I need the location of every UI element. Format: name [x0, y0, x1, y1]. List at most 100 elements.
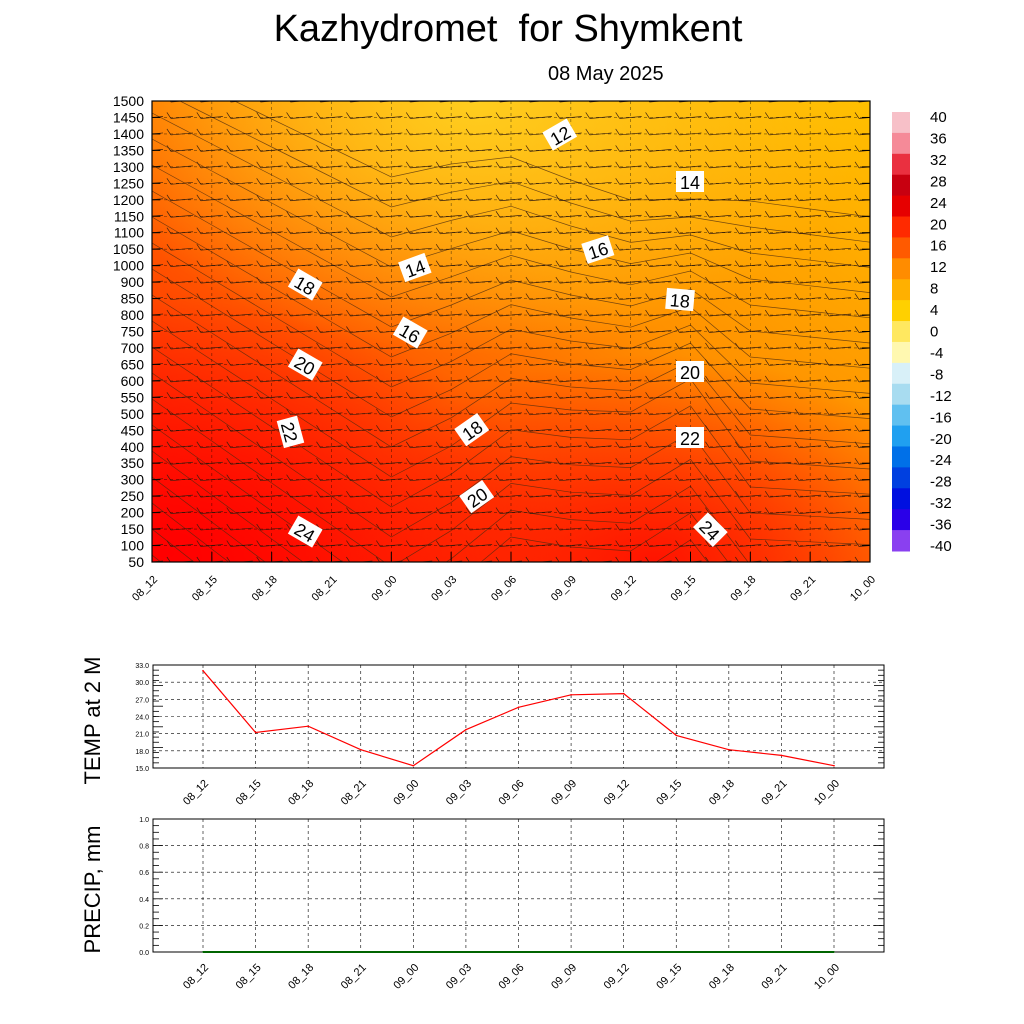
- wind-barb: [798, 101, 815, 103]
- x-tick-label: 09_18: [707, 778, 737, 808]
- wind-barb: [585, 342, 612, 350]
- wind-barb: [405, 227, 433, 235]
- y-tick-label: 1150: [114, 208, 144, 224]
- wind-barb: [645, 276, 672, 284]
- wind-barb: [525, 326, 552, 333]
- wind-barb: [645, 408, 672, 416]
- wind-barb: [764, 309, 792, 317]
- wind-barb: [764, 507, 792, 514]
- wind-barb: [435, 490, 463, 498]
- wind-barb: [465, 408, 493, 416]
- wind-barb: [824, 309, 852, 317]
- wind-barb: [705, 458, 732, 465]
- wind-barb: [316, 556, 343, 562]
- wind-barb: [346, 441, 373, 449]
- wind-barb: [525, 490, 552, 498]
- wind-barb: [468, 101, 485, 103]
- y-tick-label: 18.0: [135, 749, 149, 756]
- wind-barb: [152, 478, 164, 481]
- wind-barb: [525, 540, 552, 547]
- wind-barb: [525, 309, 552, 317]
- wind-barb: [405, 556, 433, 562]
- wind-barb: [376, 309, 403, 317]
- wind-barb: [405, 540, 433, 547]
- wind-barb: [645, 260, 672, 267]
- wind-barb: [645, 523, 672, 531]
- wind-barb: [854, 507, 870, 514]
- wind-barb: [525, 243, 552, 251]
- wind-barb: [824, 556, 852, 562]
- wind-barb: [824, 276, 852, 284]
- wind-barb: [256, 556, 283, 562]
- colorbar-label: 24: [930, 195, 947, 212]
- wind-barb: [465, 359, 493, 366]
- data-point: [675, 734, 678, 737]
- wind-barb: [152, 412, 164, 415]
- wind-barb: [827, 101, 844, 103]
- wind-barb: [152, 313, 164, 316]
- wind-barb: [346, 276, 373, 284]
- wind-barb: [152, 396, 164, 398]
- wind-barb: [286, 161, 313, 169]
- wind-barb: [525, 425, 552, 432]
- x-tick-label: 09_18: [728, 574, 758, 604]
- wind-barb: [405, 425, 433, 432]
- wind-barb: [705, 227, 732, 235]
- wind-barb: [555, 556, 582, 562]
- wind-barb: [857, 101, 870, 103]
- wind-barb: [376, 425, 403, 432]
- y-tick-label: 50: [128, 554, 144, 570]
- wind-barb: [435, 178, 463, 185]
- wind-barb: [738, 101, 755, 103]
- wind-barb: [316, 375, 343, 383]
- colorbar-label: 28: [930, 173, 947, 190]
- wind-barb: [794, 425, 822, 432]
- wind-barb: [376, 556, 403, 562]
- y-tick-label: 1000: [113, 258, 144, 274]
- y-tick-label: 1200: [113, 192, 144, 208]
- wind-barb: [346, 523, 373, 531]
- wind-barb: [525, 161, 552, 169]
- wind-barb: [435, 441, 463, 449]
- wind-barb: [675, 490, 702, 498]
- y-tick-label: 1450: [113, 109, 144, 125]
- wind-barb: [854, 556, 870, 562]
- wind-barb: [585, 359, 612, 366]
- x-tick-label: 09_12: [602, 778, 632, 808]
- wind-barb: [376, 161, 403, 169]
- wind-barb: [465, 474, 493, 482]
- wind-barb: [705, 359, 732, 366]
- wind-barb: [286, 326, 313, 333]
- contour-label: 20: [676, 361, 704, 383]
- wind-barb: [405, 178, 433, 185]
- wind-barb: [555, 441, 582, 449]
- wind-barb: [645, 540, 672, 547]
- wind-barb: [764, 243, 792, 251]
- wind-barb: [495, 441, 523, 449]
- wind-barb: [435, 359, 463, 366]
- y-axis-label: PRECIP, mm: [80, 826, 105, 954]
- wind-barb: [764, 375, 792, 383]
- x-tick-label: 08_21: [339, 962, 369, 992]
- wind-barb: [465, 293, 493, 300]
- wind-barb: [465, 227, 493, 235]
- wind-barb: [645, 211, 672, 218]
- wind-barb: [465, 112, 493, 119]
- wind-barb: [316, 441, 343, 449]
- wind-barb: [645, 145, 672, 152]
- wind-barb: [555, 507, 582, 514]
- wind-barb: [794, 490, 822, 498]
- wind-barb: [376, 178, 403, 185]
- wind-barb: [764, 556, 792, 562]
- wind-barb: [854, 145, 870, 152]
- wind-barb: [316, 507, 343, 514]
- wind-barb: [498, 101, 515, 103]
- wind-barb: [152, 445, 164, 448]
- wind-barb: [346, 392, 373, 399]
- wind-barb: [824, 112, 852, 119]
- wind-barb: [615, 243, 642, 251]
- wind-barb: [495, 375, 523, 383]
- y-tick-label: 24.0: [135, 715, 149, 722]
- wind-barb: [824, 375, 852, 383]
- wind-barb: [764, 326, 792, 333]
